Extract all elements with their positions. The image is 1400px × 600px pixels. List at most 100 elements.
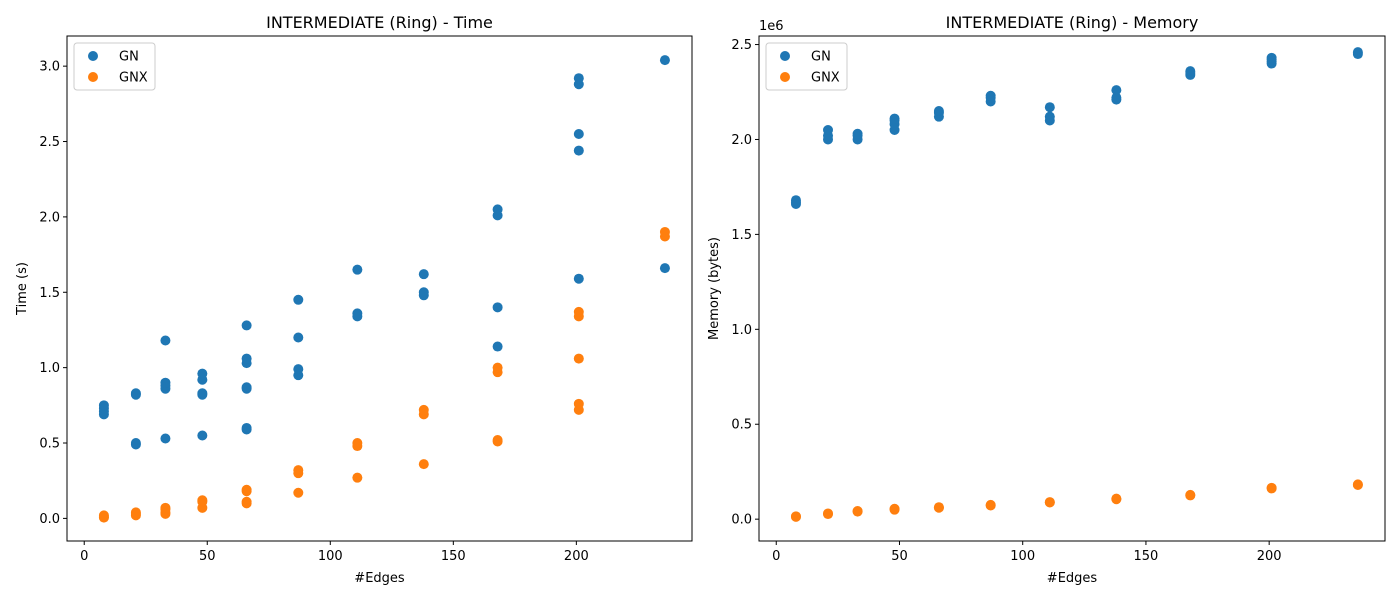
- data-point-gnx: [352, 438, 363, 449]
- data-point-gnx: [492, 362, 503, 373]
- data-point-gnx: [160, 502, 171, 513]
- data-point-gn: [889, 113, 900, 124]
- y-tick-label: 1.5: [39, 286, 60, 301]
- data-point-gn: [352, 264, 363, 275]
- x-tick-label: 200: [1257, 549, 1282, 564]
- x-tick-label: 100: [318, 549, 343, 564]
- x-axis-label: #Edges: [354, 571, 405, 586]
- data-point-gn: [160, 335, 171, 346]
- data-point-gnx: [352, 472, 363, 483]
- data-point-gn: [1352, 47, 1363, 58]
- data-point-gn: [985, 90, 996, 101]
- y-tick-label: 2.5: [731, 38, 752, 53]
- data-point-gn: [241, 353, 252, 364]
- axes-frame: [758, 35, 1386, 542]
- data-point-gnx: [293, 465, 304, 476]
- data-point-gn: [197, 388, 208, 399]
- y-axis-label: Memory (bytes): [707, 237, 722, 340]
- data-point-gnx: [197, 495, 208, 506]
- data-point-gn: [293, 332, 304, 343]
- data-point-gnx: [418, 459, 429, 470]
- chart-title: INTERMEDIATE (Ring) - Memory: [946, 13, 1199, 32]
- data-point-gnx: [933, 502, 944, 513]
- data-point-gn: [933, 105, 944, 116]
- data-point-gn: [98, 400, 109, 411]
- legend-marker-gn: [780, 51, 790, 61]
- chart-title: INTERMEDIATE (Ring) - Time: [266, 13, 493, 32]
- legend-marker-gnx: [780, 72, 790, 82]
- data-point-gn: [130, 438, 141, 449]
- y-tick-label: 1.0: [39, 361, 60, 376]
- y-tick-label: 3.0: [39, 60, 60, 75]
- x-tick-label: 200: [564, 549, 589, 564]
- axes-frame: [66, 35, 693, 542]
- data-point-gn: [197, 368, 208, 379]
- y-tick-label: 1.0: [731, 323, 752, 338]
- data-point-gn: [573, 273, 584, 284]
- data-point-gnx: [1352, 479, 1363, 490]
- data-point-gn: [1111, 85, 1122, 96]
- data-point-gnx: [98, 510, 109, 521]
- y-tick-label: 0.5: [39, 437, 60, 452]
- data-point-gn: [160, 433, 171, 444]
- data-point-gnx: [790, 511, 801, 522]
- x-tick-label: 150: [1134, 549, 1159, 564]
- y-offset-text: 1e6: [759, 19, 784, 34]
- legend: GN GNX: [765, 42, 848, 91]
- data-point-gn: [160, 377, 171, 388]
- legend-label-gnx: GNX: [119, 71, 148, 86]
- data-point-gnx: [823, 508, 834, 519]
- data-point-gnx: [985, 499, 996, 510]
- y-tick-label: 0.0: [731, 513, 752, 528]
- legend-label-gnx: GNX: [811, 71, 840, 86]
- data-point-gn: [352, 308, 363, 319]
- data-point-gn: [1111, 92, 1122, 103]
- data-point-gn: [293, 364, 304, 375]
- data-point-gnx: [1111, 493, 1122, 504]
- data-point-gn: [573, 73, 584, 84]
- data-point-gn: [130, 388, 141, 399]
- data-point-gnx: [492, 435, 503, 445]
- y-tick-label: 0.5: [731, 418, 752, 433]
- y-tick-label: 0.0: [39, 512, 60, 527]
- data-point-gnx: [130, 507, 141, 518]
- data-point-gn: [241, 422, 252, 433]
- x-tick-label: 50: [199, 549, 216, 564]
- legend-marker-gnx: [88, 72, 98, 82]
- y-tick-label: 2.0: [731, 133, 752, 148]
- data-point-gnx: [1185, 489, 1196, 500]
- x-tick-label: 0: [80, 549, 88, 564]
- x-tick-label: 0: [772, 549, 780, 564]
- data-point-gnx: [241, 484, 252, 495]
- data-point-gnx: [852, 506, 863, 517]
- data-point-gn: [659, 55, 670, 66]
- data-point-gn: [241, 320, 252, 331]
- data-point-gn: [790, 195, 801, 206]
- data-point-gn: [573, 145, 584, 156]
- data-point-gnx: [573, 353, 584, 364]
- memory-chart: INTERMEDIATE (Ring) - Memory 0 50 100 150 20…: [707, 13, 1386, 586]
- data-point-gnx: [241, 496, 252, 507]
- data-point-gn: [1266, 52, 1277, 63]
- data-point-gnx: [573, 306, 584, 317]
- data-point-gnx: [418, 404, 429, 415]
- y-axis-label: Time (s): [15, 262, 30, 316]
- data-point-gn: [293, 294, 304, 305]
- x-tick-label: 50: [891, 549, 908, 564]
- legend-marker-gn: [88, 51, 98, 61]
- data-point-gn: [659, 263, 670, 274]
- y-tick-label: 2.5: [39, 135, 60, 150]
- data-point-gnx: [293, 487, 304, 498]
- data-point-gn: [492, 204, 503, 215]
- legend: GN GNX: [73, 42, 156, 91]
- data-point-gn: [1185, 66, 1196, 77]
- x-tick-label: 150: [441, 549, 466, 564]
- y-tick-label: 1.5: [731, 228, 752, 243]
- data-point-gn: [197, 430, 208, 441]
- x-tick-label: 100: [1010, 549, 1035, 564]
- data-point-gn: [852, 128, 863, 139]
- data-point-gnx: [889, 503, 900, 514]
- plot-area: 0 50 100 150 200 0.0 0.5 1.0 1.5 2.0 2.5: [731, 38, 1363, 564]
- time-chart: INTERMEDIATE (Ring) - Time 0 50 100 150 200 0…: [15, 13, 693, 586]
